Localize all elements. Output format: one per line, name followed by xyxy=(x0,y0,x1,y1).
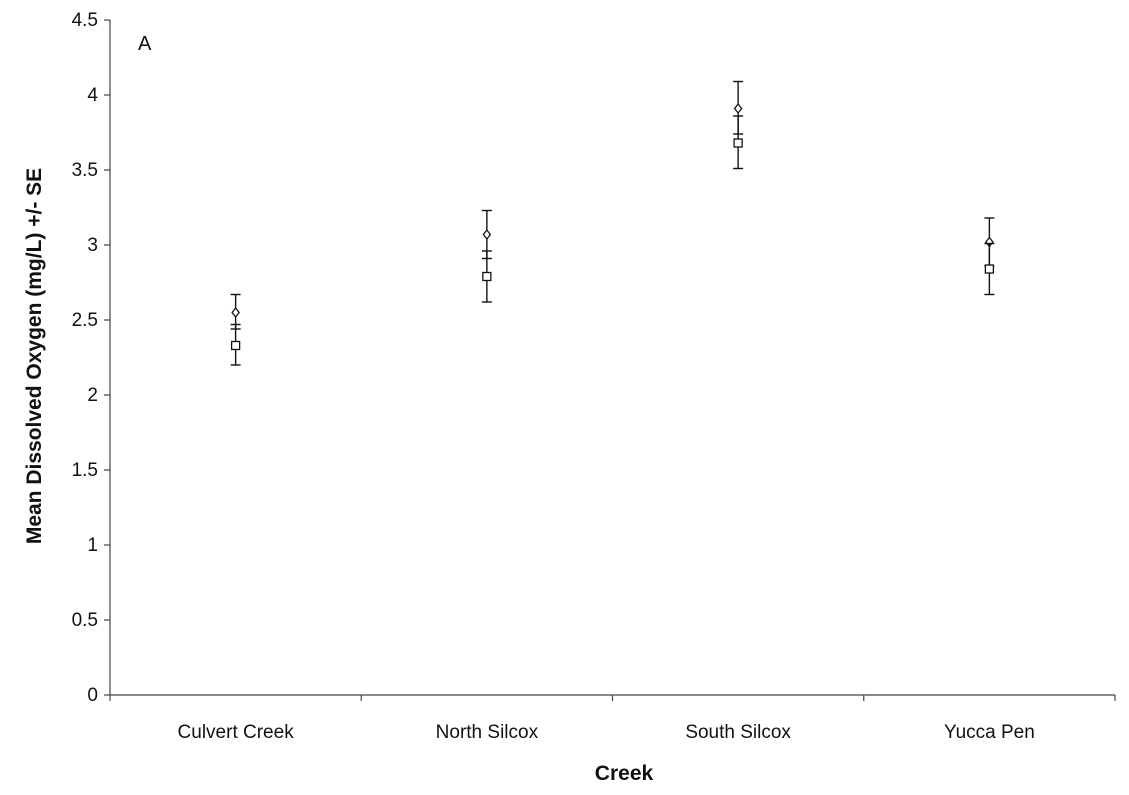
x-tick-label: North Silcox xyxy=(436,722,539,743)
y-tick-label: 1 xyxy=(87,535,98,556)
y-tick-label: 2.5 xyxy=(72,310,98,331)
y-tick-label: 3.5 xyxy=(72,160,98,181)
diamond-marker xyxy=(733,102,743,115)
x-tick-label: Yucca Pen xyxy=(944,722,1035,743)
square-marker xyxy=(482,271,492,282)
square-marker xyxy=(733,138,743,148)
square-marker xyxy=(230,340,241,351)
axes xyxy=(104,19,1116,701)
y-tick-label: 1.5 xyxy=(72,460,98,481)
y-tick-label: 0.5 xyxy=(72,610,98,631)
y-axis-title: Mean Dissolved Oxygen (mg/L) +/- SE xyxy=(23,168,46,544)
x-axis-title: Creek xyxy=(595,762,654,785)
data-marks xyxy=(230,80,995,366)
y-tick-label: 3 xyxy=(87,235,98,256)
y-tick-label: 4.5 xyxy=(72,10,98,31)
diamond-marker xyxy=(482,228,492,241)
diamond-marker xyxy=(231,306,240,319)
y-tick-label: 4 xyxy=(87,85,98,106)
x-tick-label: Culvert Creek xyxy=(178,722,295,743)
tick-labels: 0 0.5 1 1.5 2 2.5 3 3.5 4 4.5 Culvert Creek North S… xyxy=(72,10,1035,743)
panel-label: A xyxy=(138,33,152,55)
y-tick-label: 2 xyxy=(87,385,98,406)
y-tick-label: 0 xyxy=(87,685,98,706)
x-tick-label: South Silcox xyxy=(685,722,791,743)
square-marker xyxy=(984,264,995,274)
